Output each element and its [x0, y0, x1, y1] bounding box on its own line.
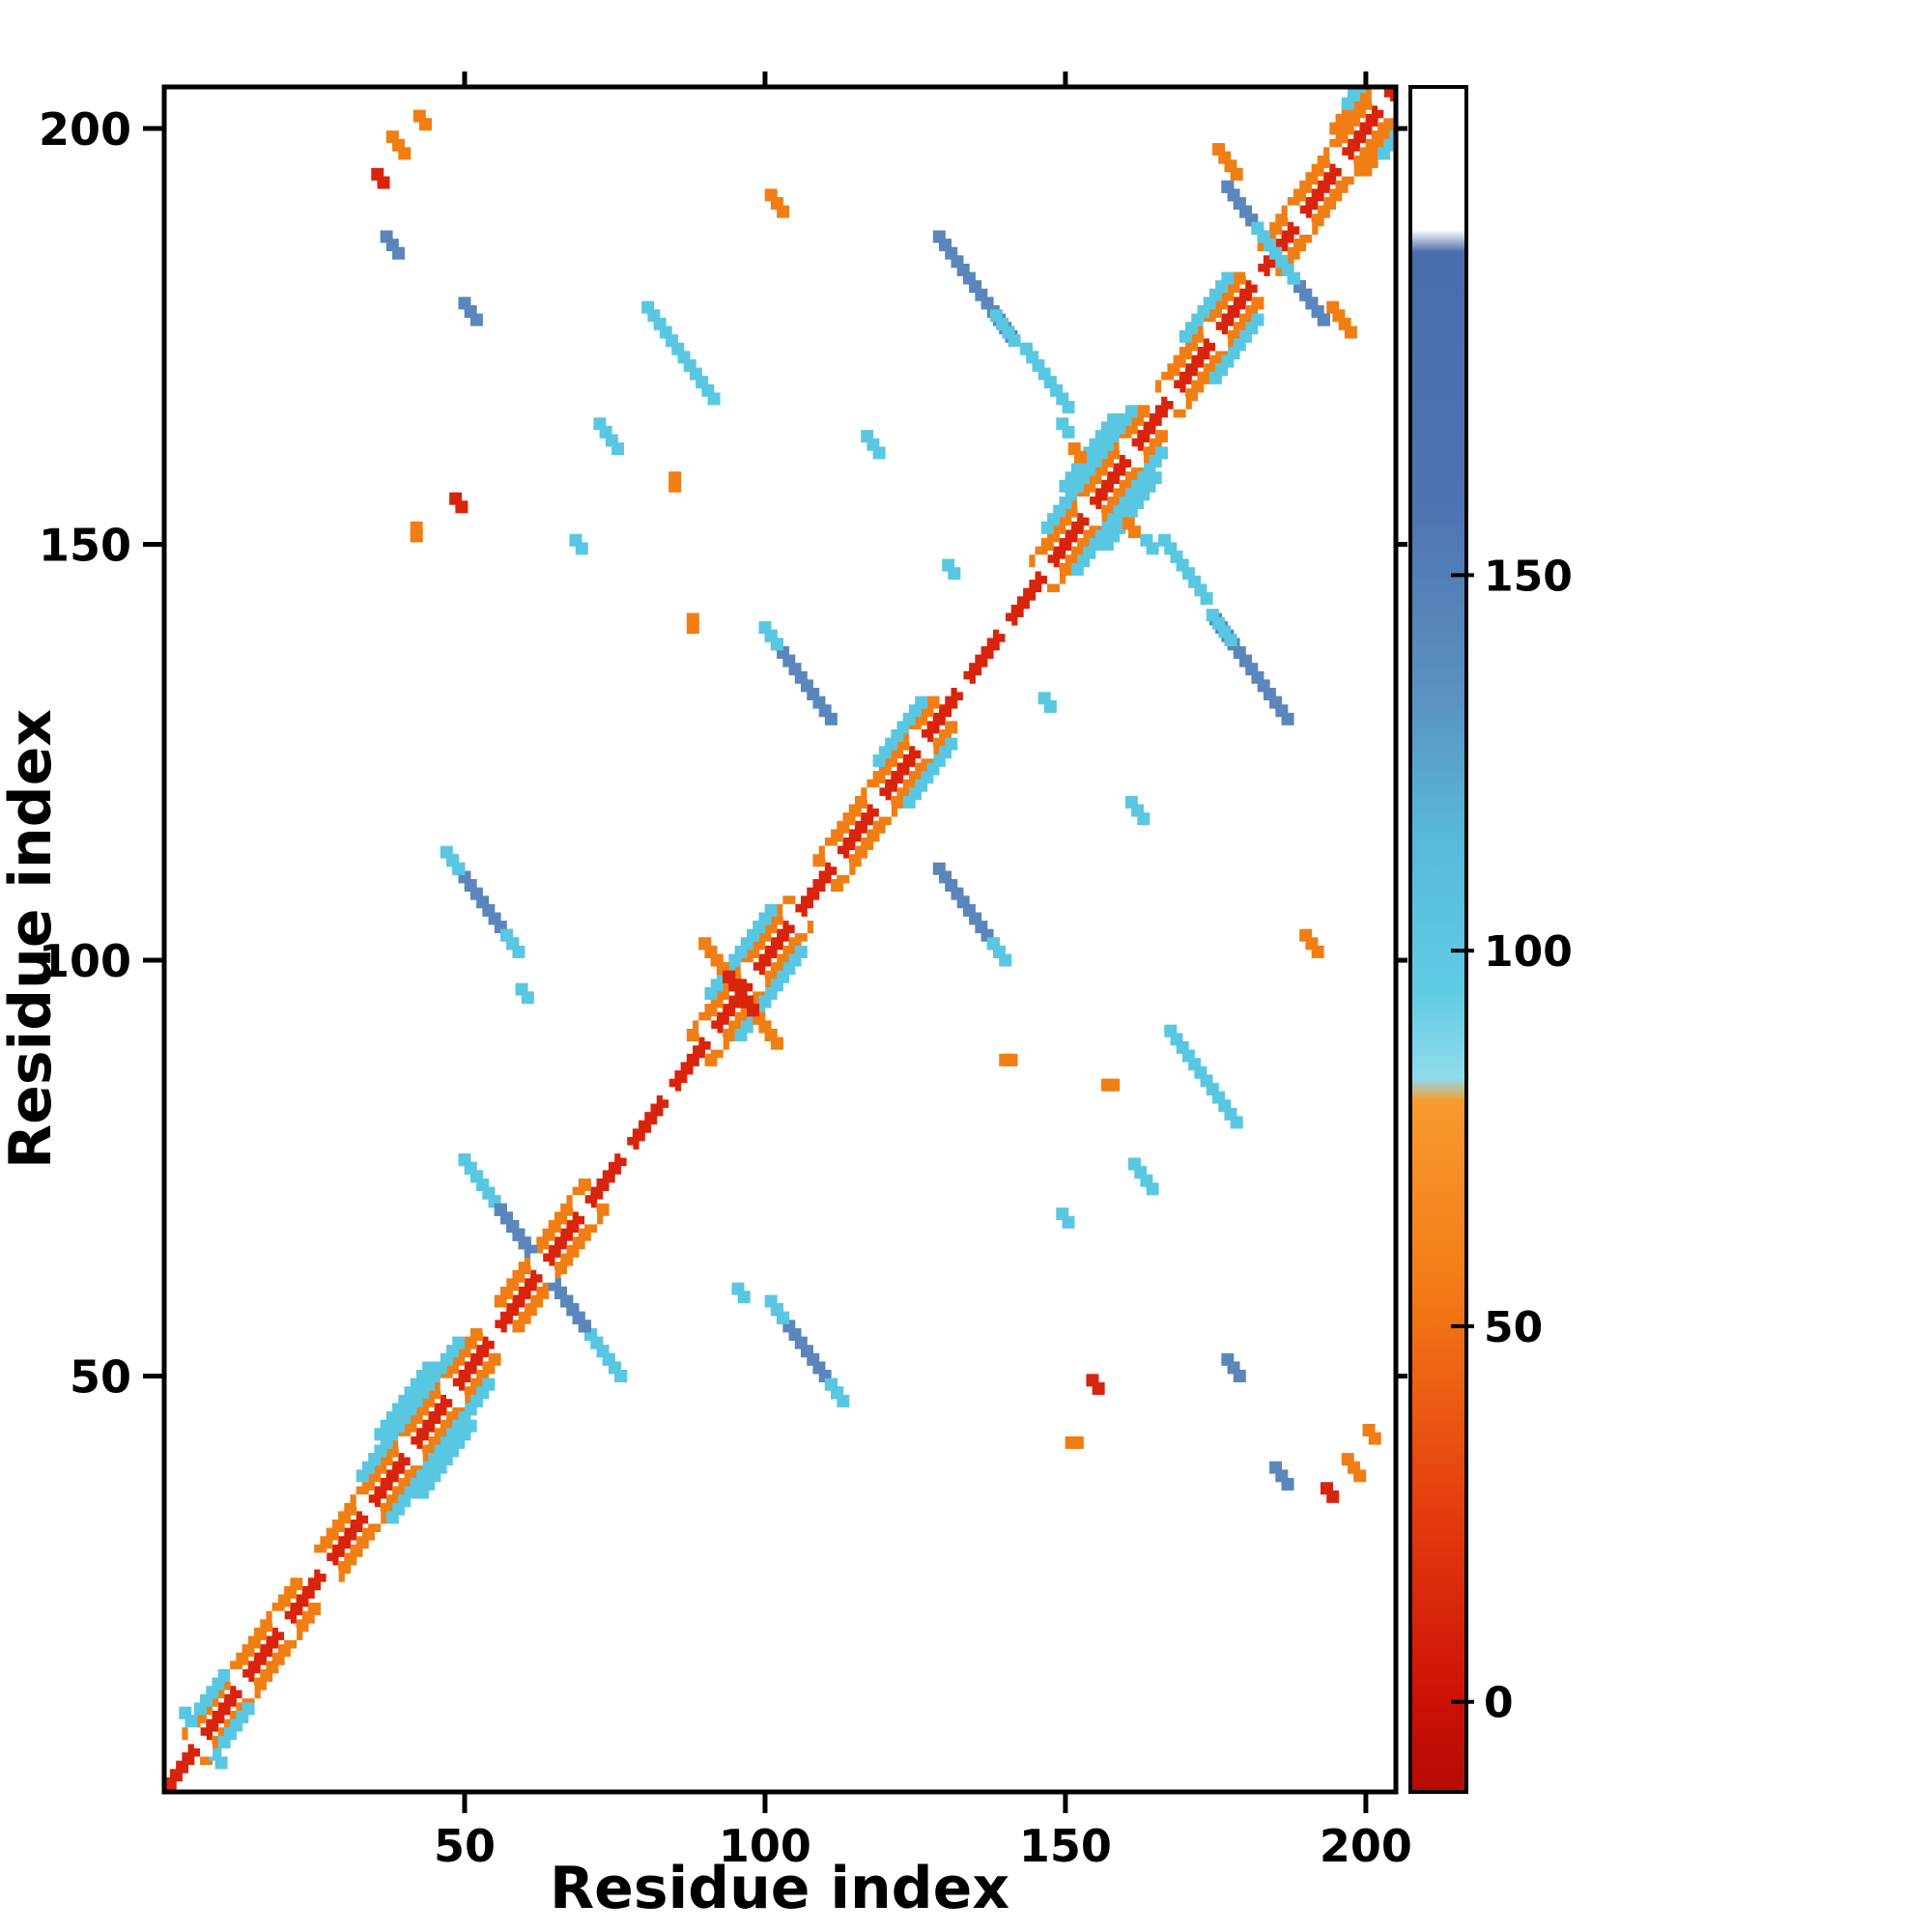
colorbar-bar: [1408, 85, 1468, 1794]
colorbar-tick-label: 100: [1484, 927, 1573, 977]
colorbar: 0 50 100 150: [1408, 85, 1573, 1794]
x-axis-label: Residue index: [550, 1855, 1009, 1922]
colorbar-tick-label: 50: [1484, 1303, 1543, 1352]
x-tick-label: 150: [1019, 1820, 1112, 1872]
y-tick-label: 200: [39, 103, 131, 156]
colorbar-tick-label: 0: [1484, 1679, 1514, 1728]
diagonal-white-gaps: [187, 89, 1396, 1757]
x-tick-label: 200: [1320, 1820, 1412, 1872]
y-tick-label: 150: [39, 520, 131, 572]
y-tick-label: 50: [70, 1351, 131, 1404]
colorbar-tick-label: 150: [1484, 552, 1573, 601]
x-tick-label: 100: [719, 1820, 811, 1872]
y-axis-label: Residue index: [0, 709, 65, 1169]
x-tick-label: 50: [434, 1820, 496, 1872]
y-tick-label: 100: [39, 935, 131, 987]
axes: 50 100 150 200 50 100 150 200: [39, 71, 1412, 1872]
